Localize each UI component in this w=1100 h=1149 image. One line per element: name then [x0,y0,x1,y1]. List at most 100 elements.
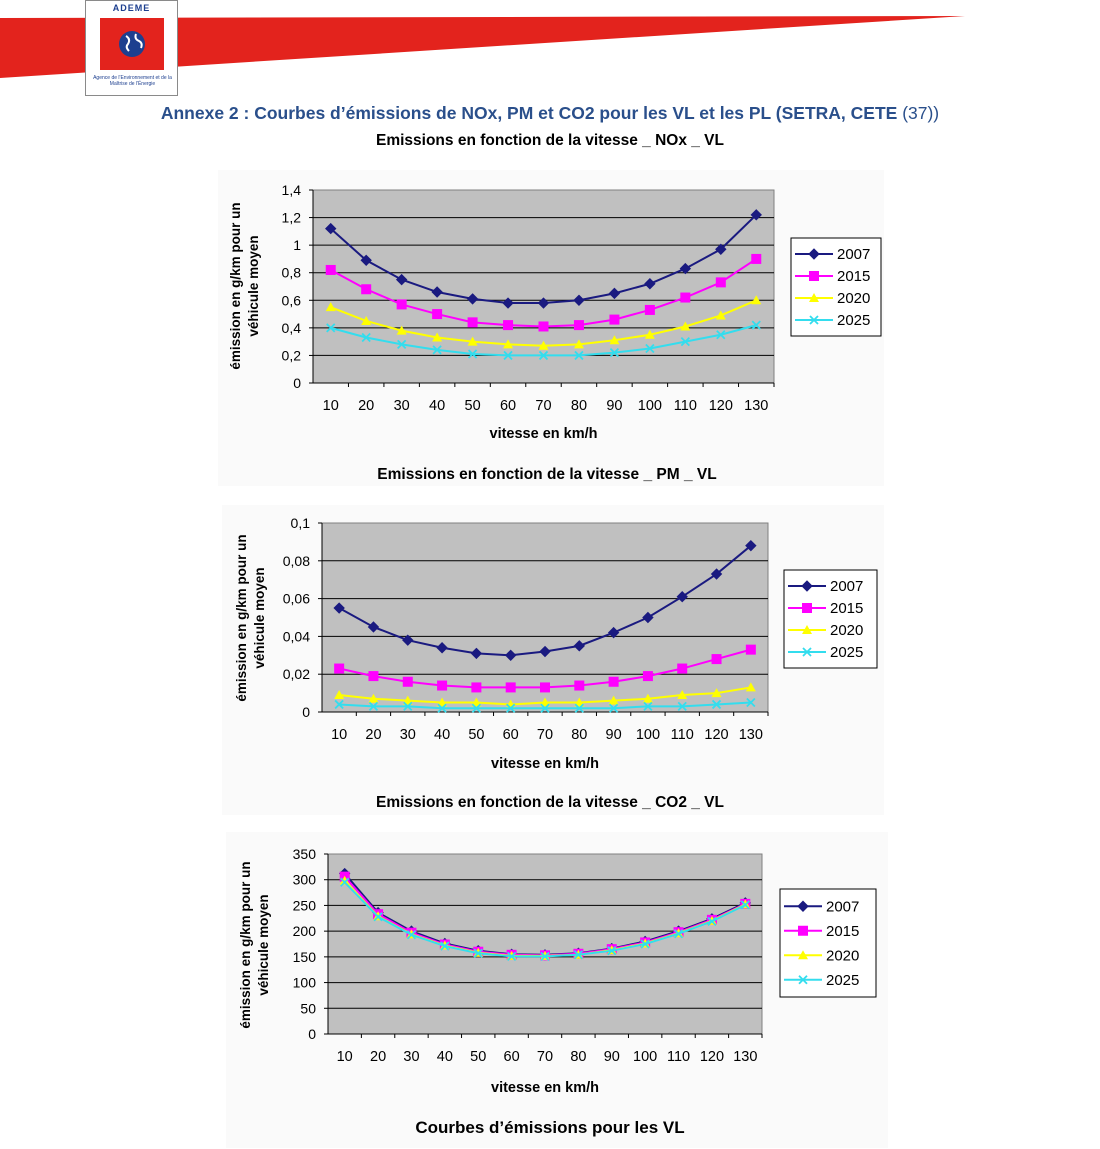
data-point-2015 [751,253,762,264]
legend-label: 2025 [837,312,870,329]
y-tick-label: 0,04 [283,628,310,644]
y-tick-label: 150 [293,949,317,965]
data-point-2007 [710,568,723,580]
data-point-2025 [707,916,717,927]
x-tick-label: 40 [434,727,450,743]
y-tick-label: 1 [293,237,301,253]
x-tick-label: 90 [604,1049,620,1065]
data-point-2007 [573,640,586,652]
data-point-2020 [711,688,722,698]
x-tick-label: 30 [400,727,416,743]
data-point-2025 [640,939,650,949]
data-point-2015 [680,292,691,303]
legend-marker [798,925,808,936]
ademe-logo: ADEME Agence de l'Environnement et de la… [85,0,178,96]
data-point-2020 [503,339,514,349]
data-point-2020 [677,689,688,699]
data-point-2020 [334,689,345,699]
legend-marker [798,950,808,960]
legend-marker [798,975,808,985]
data-point-2025 [740,900,750,910]
x-tick-label: 60 [500,398,516,414]
legend-marker [809,293,819,302]
data-point-2025 [711,699,722,710]
data-point-2020 [339,875,350,885]
data-point-2015 [368,671,379,682]
data-point-2007 [360,254,372,267]
data-point-2025 [751,320,761,330]
data-point-2015 [540,682,550,693]
data-point-2020 [609,335,620,345]
series-2007 [333,539,757,662]
series-2007 [325,209,762,309]
data-point-2015 [677,663,688,674]
data-point-2020 [680,321,691,331]
x-tick-label: 130 [733,1049,757,1065]
data-point-2020 [325,302,336,312]
legend-label: 2007 [830,578,863,595]
data-point-2007 [607,626,620,639]
y-tick-label: 0 [293,375,301,391]
x-tick-label: 130 [744,398,768,414]
legend-marker [802,603,812,613]
data-point-2020 [402,695,413,705]
red-banner [0,16,965,78]
data-point-2015 [574,680,585,691]
data-point-2020 [574,697,585,707]
figure-caption: Courbes d’émissions pour les VL [415,1118,685,1137]
data-point-2015 [467,317,478,328]
data-point-2025 [368,701,379,711]
plot-area [327,853,763,1035]
globe-icon [119,31,145,57]
y-axis-label: émission en g/km pour un véhicule moyen [238,861,271,1028]
data-point-2015 [715,277,726,288]
data-point-2007 [470,647,483,660]
legend-marker [802,647,812,657]
x-tick-label: 50 [470,1049,486,1065]
data-point-2015 [437,680,448,691]
data-point-2007 [466,293,479,305]
x-tick-label: 80 [571,398,587,414]
x-tick-label: 10 [331,727,347,743]
data-point-2015 [745,644,756,655]
header-band [0,16,965,78]
annex-title-reference: (37)) [902,103,940,123]
legend-marker [797,900,809,912]
x-axis-label: vitesse en km/h [491,756,599,772]
data-point-2025 [574,350,584,361]
data-point-2025 [677,701,687,711]
x-tick-label: 70 [535,398,551,414]
data-point-2015 [711,654,722,665]
data-point-2025 [538,350,549,361]
data-point-2007 [325,222,337,235]
x-tick-label: 60 [504,1049,520,1065]
series-2025 [326,320,761,361]
data-point-2020 [361,315,372,325]
data-point-2007 [333,602,345,614]
y-axis-label: émission en g/km pour un véhicule moyen [234,534,267,701]
y-axis-label-line: véhicule moyen [246,235,261,336]
data-point-2007 [608,287,621,300]
x-tick-label: 90 [606,398,622,414]
y-tick-label: 0 [308,1026,316,1042]
data-point-2015 [608,676,619,687]
data-point-2020 [432,332,443,342]
chart-nox: Emissions en fonction de la vitesse _ NO… [218,132,884,486]
data-point-2020 [437,697,448,707]
x-tick-label: 80 [570,1049,586,1065]
data-point-2015 [402,676,413,687]
x-axis-label: vitesse en km/h [490,426,598,442]
data-point-2007 [715,243,727,255]
data-point-2025 [467,349,478,359]
data-point-2015 [538,321,549,332]
x-tick-label: 30 [394,398,410,414]
x-tick-label: 50 [468,727,484,743]
data-point-2025 [680,337,690,347]
x-tick-label: 110 [674,398,697,414]
logo-name: ADEME [112,3,151,13]
y-axis-label-line: véhicule moyen [256,894,271,995]
x-tick-label: 100 [636,727,660,743]
legend-label: 2020 [837,290,870,307]
data-point-2020 [368,693,379,703]
data-point-2025 [373,912,383,922]
